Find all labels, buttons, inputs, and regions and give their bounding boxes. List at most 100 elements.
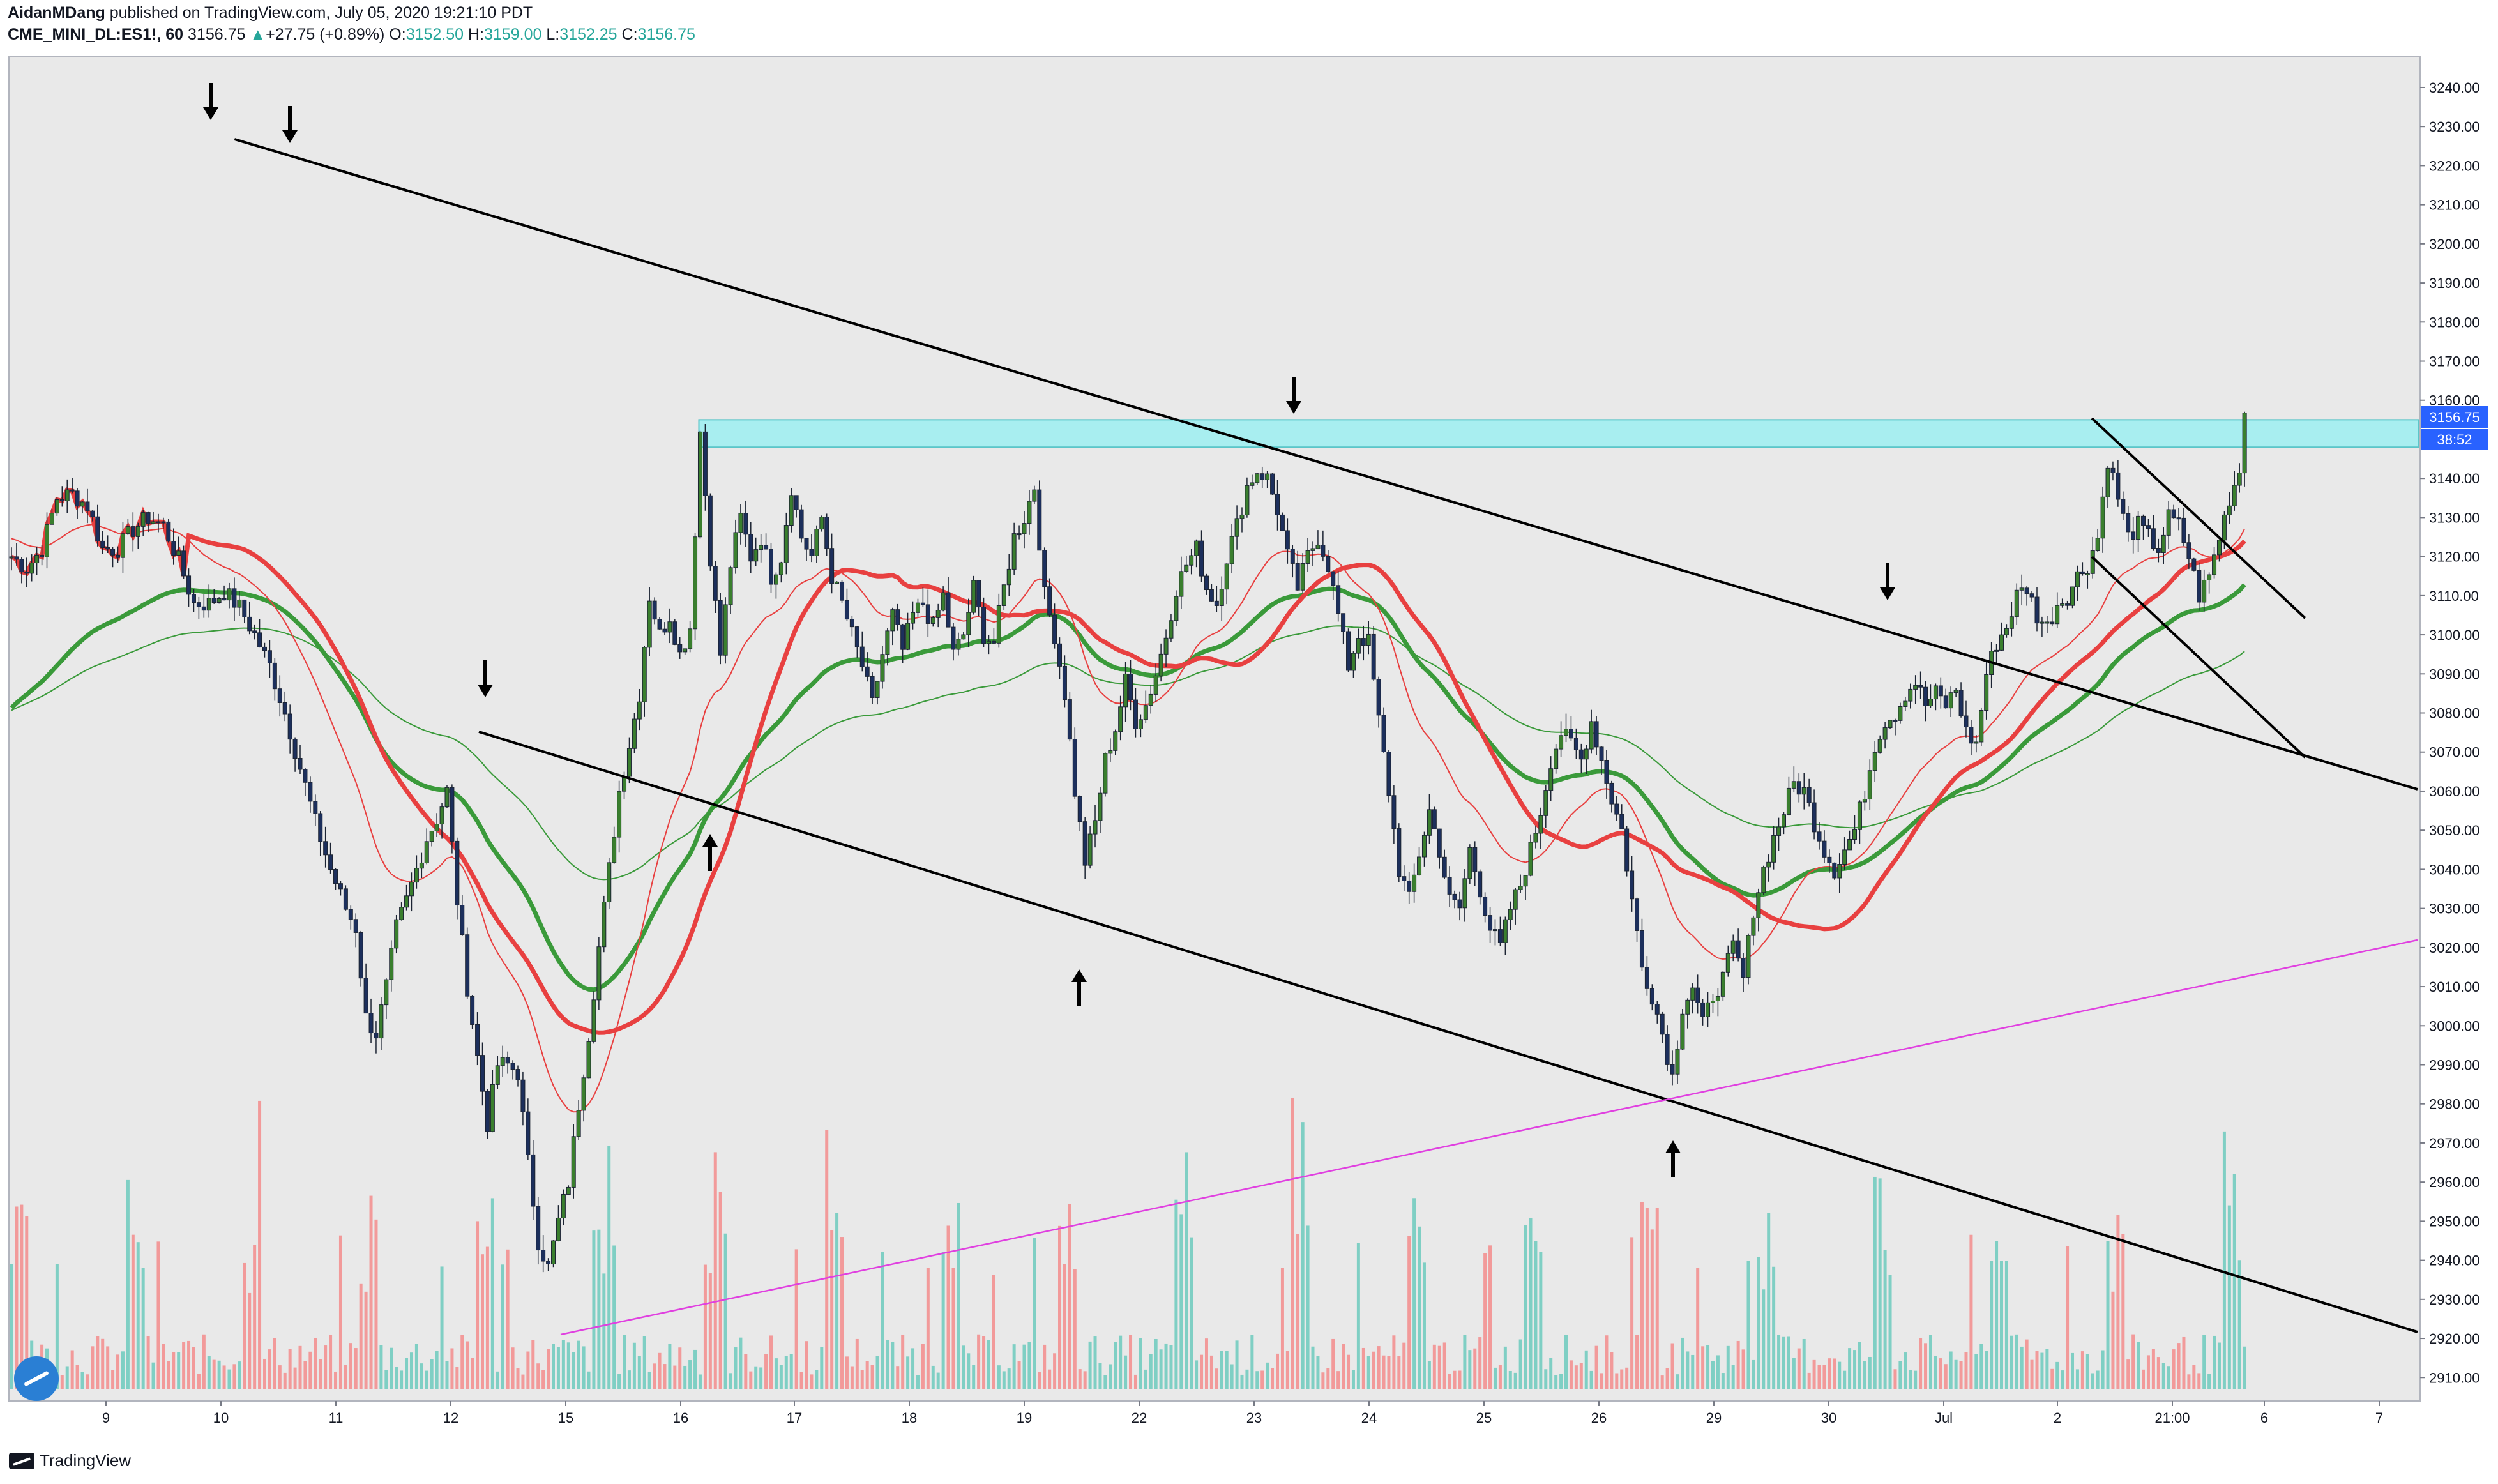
y-tick-label: 3120.00 xyxy=(2429,549,2480,565)
candle-body xyxy=(120,533,125,558)
candle-body xyxy=(1001,584,1006,606)
tradingview-badge-icon[interactable] xyxy=(14,1356,59,1401)
candle-body xyxy=(824,517,829,549)
candle-body xyxy=(328,854,333,870)
tradingview-logo[interactable]: TradingView xyxy=(9,1451,131,1471)
volume-bar xyxy=(2232,1174,2236,1389)
volume-bar xyxy=(2071,1352,2075,1389)
volume-bar xyxy=(951,1268,955,1389)
volume-bar xyxy=(1939,1358,1942,1389)
candle-body xyxy=(1133,699,1138,729)
symbol-label[interactable]: CME_MINI_DL:ES1!, 60 xyxy=(8,26,184,43)
volume-bar xyxy=(1488,1245,1492,1389)
volume-bar xyxy=(2156,1357,2160,1389)
x-tick-label: Jul xyxy=(1935,1410,1953,1426)
candle-body xyxy=(2095,538,2100,552)
candle-body xyxy=(206,598,211,611)
candle-body xyxy=(404,895,409,908)
volume-bar xyxy=(1757,1257,1760,1389)
volume-bar xyxy=(637,1356,641,1389)
candle-body xyxy=(338,883,343,890)
candle-body xyxy=(1381,715,1386,752)
volume-bar xyxy=(561,1340,565,1389)
candle-body xyxy=(520,1079,526,1112)
candle-body xyxy=(1943,695,1948,709)
volume-bar xyxy=(2116,1215,2120,1389)
volume-bar xyxy=(1919,1338,1923,1389)
candle-body xyxy=(1072,739,1077,797)
candle-body xyxy=(1169,620,1174,639)
y-tick-label: 2950.00 xyxy=(2429,1213,2480,1229)
candle-body xyxy=(1842,849,1847,865)
y-tick-label: 2970.00 xyxy=(2429,1135,2480,1151)
candle-body xyxy=(566,1186,571,1195)
candle-body xyxy=(384,979,389,1006)
y-tick-label: 3110.00 xyxy=(2429,588,2479,604)
volume-bar xyxy=(977,1334,981,1389)
candle-body xyxy=(1801,787,1806,795)
candle-body xyxy=(125,526,130,534)
candle-body xyxy=(444,787,450,808)
candle-body xyxy=(697,431,702,538)
candle-body xyxy=(905,623,911,650)
candle-body xyxy=(561,1193,566,1218)
volume-bar xyxy=(466,1341,469,1389)
volume-bar xyxy=(258,1100,262,1389)
y-tick-label: 3220.00 xyxy=(2429,158,2480,174)
candle-body xyxy=(1300,563,1305,591)
y-tick-label: 3070.00 xyxy=(2429,745,2480,761)
x-tick-label: 6 xyxy=(2260,1410,2268,1426)
candle-body xyxy=(1478,871,1483,898)
volume-bar xyxy=(1119,1335,1123,1389)
up-arrow-icon xyxy=(702,834,718,871)
volume-bar xyxy=(1204,1338,1208,1389)
candle-body xyxy=(1812,802,1817,833)
candle-body xyxy=(571,1136,576,1188)
x-tick-label: 24 xyxy=(1361,1410,1377,1426)
candle-body xyxy=(1239,514,1245,519)
volume-bar xyxy=(2075,1369,2079,1389)
candle-body xyxy=(783,525,789,563)
candle-body xyxy=(551,1240,556,1265)
volume-bar xyxy=(1149,1354,1153,1389)
volume-bar xyxy=(314,1338,317,1389)
volume-bar xyxy=(972,1365,976,1389)
candle-body xyxy=(1467,847,1472,879)
candle-body xyxy=(1913,685,1918,690)
candle-body xyxy=(1148,693,1153,706)
volume-bar xyxy=(1630,1237,1634,1389)
candle-body xyxy=(1908,688,1913,702)
volume-bar xyxy=(1741,1349,1745,1389)
volume-bar xyxy=(384,1370,388,1389)
y-tick-label: 3090.00 xyxy=(2429,666,2480,682)
volume-bar xyxy=(55,1264,59,1389)
candle-body xyxy=(2100,496,2105,539)
volume-bar xyxy=(1306,1225,1310,1389)
volume-bar xyxy=(1412,1198,1416,1389)
volume-bar xyxy=(65,1366,69,1389)
candle-body xyxy=(1898,706,1903,721)
y-tick-label: 3010.00 xyxy=(2429,979,2480,995)
volume-bar xyxy=(146,1336,150,1389)
candle-body xyxy=(161,521,166,524)
author-name[interactable]: AidanMDang xyxy=(8,4,105,22)
volume-bar xyxy=(131,1234,135,1389)
volume-bar xyxy=(20,1204,24,1389)
volume-bar xyxy=(1382,1355,1386,1389)
candle-body xyxy=(829,548,835,584)
candle-body xyxy=(1432,809,1437,829)
volume-bar xyxy=(1418,1226,1421,1389)
volume-bar xyxy=(238,1361,241,1389)
volume-bar xyxy=(2106,1241,2110,1389)
volume-bar xyxy=(374,1219,378,1389)
resistance-zone[interactable] xyxy=(698,419,2419,448)
volume-bar xyxy=(2192,1365,2196,1389)
candle-body xyxy=(515,1069,520,1080)
candle-body xyxy=(1979,709,1984,743)
candle-body xyxy=(348,909,353,920)
volume-bar xyxy=(501,1264,504,1389)
volume-bar xyxy=(1696,1268,1700,1389)
candle-body xyxy=(1568,729,1573,739)
volume-bar xyxy=(845,1356,849,1389)
